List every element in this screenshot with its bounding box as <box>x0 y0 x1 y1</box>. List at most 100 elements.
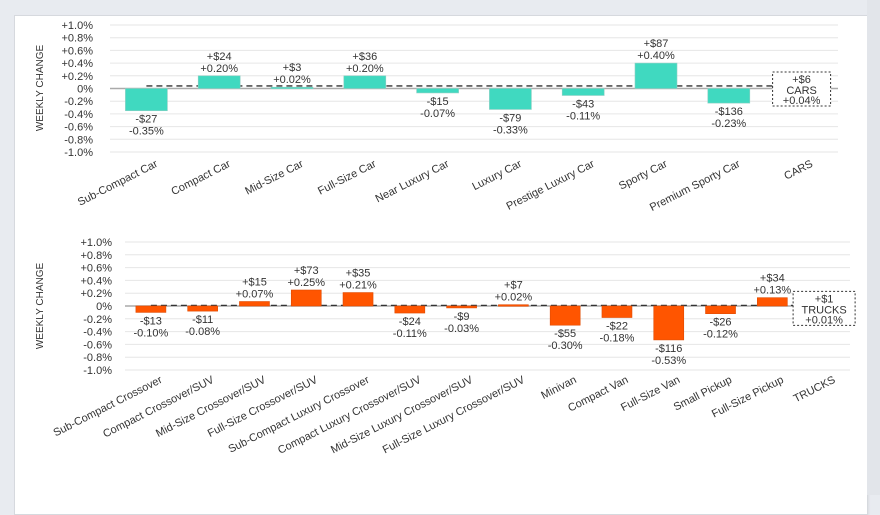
trucks-dollar-label: -$9 <box>454 311 470 323</box>
cars-bar <box>634 62 678 89</box>
trucks-chart: WEEKLY CHANGE +1.0%+0.8%+0.6%+0.4%+0.2%0… <box>35 237 856 457</box>
trucks-y-tick-label: +0.6% <box>81 263 113 275</box>
cars-category-label: Luxury Car <box>470 158 524 193</box>
trucks-y-tick-label: +0.8% <box>81 250 113 262</box>
cars-pct-label: -0.11% <box>566 110 600 122</box>
trucks-bar <box>757 297 788 307</box>
trucks-pct-label: +0.25% <box>287 277 325 289</box>
trucks-dollar-label: +$34 <box>760 273 785 285</box>
trucks-bar <box>705 305 736 314</box>
cars-dollar-label: -$43 <box>572 98 594 110</box>
trucks-pct-label: -0.12% <box>703 329 738 341</box>
trucks-dollar-label: +$35 <box>346 268 371 280</box>
trucks-dollar-label: -$116 <box>655 343 682 355</box>
cars-pct-label: -0.23% <box>711 118 746 130</box>
cars-y-tick-label: +0.8% <box>62 33 94 45</box>
cars-pct-label: -0.33% <box>493 124 528 136</box>
trucks-pct-label: -0.03% <box>444 323 479 335</box>
cars-dollar-label: -$136 <box>715 106 743 118</box>
cars-category-label: Mid-Size Car <box>243 158 305 198</box>
trucks-bar <box>135 305 167 313</box>
trucks-pct-label: -0.53% <box>651 355 686 367</box>
cars-bar <box>197 75 241 89</box>
cars-pct-label: +0.40% <box>637 50 675 62</box>
cars-category-label: Sub-Compact Car <box>76 158 160 209</box>
cars-total-name: CARS <box>786 85 817 97</box>
right-edge-strip <box>867 0 880 495</box>
trucks-y-tick-label: -1.0% <box>83 365 112 377</box>
trucks-y-tick-label: -0.8% <box>83 352 112 364</box>
cars-total-pct: +0.04% <box>783 95 821 107</box>
trucks-y-tick-label: -0.6% <box>83 339 112 351</box>
trucks-total-name: TRUCKS <box>801 304 846 316</box>
cars-pct-label: -0.35% <box>129 126 164 138</box>
cars-bar <box>125 88 168 112</box>
cars-y-tick-label: 0% <box>77 84 93 96</box>
cars-y-axis-label: WEEKLY CHANGE <box>35 45 46 132</box>
cars-y-tick-label: -1.0% <box>64 147 93 159</box>
trucks-dollar-label: +$15 <box>242 277 267 289</box>
trucks-pct-label: +0.13% <box>754 285 792 297</box>
cars-pct-label: +0.20% <box>200 63 238 75</box>
cars-category-label: Near Luxury Car <box>374 158 452 205</box>
trucks-bar <box>290 289 322 307</box>
trucks-y-tick-label: +0.4% <box>81 275 113 287</box>
cars-y-tick-label: -0.2% <box>64 96 93 108</box>
trucks-total-pct: +0.01% <box>805 314 843 326</box>
trucks-dollar-label: +$73 <box>294 265 319 277</box>
cars-y-tick-label: +0.4% <box>62 58 94 70</box>
cars-y-tick-label: -0.8% <box>64 134 93 146</box>
cars-bar <box>416 88 459 94</box>
trucks-bar <box>549 305 581 326</box>
trucks-y-tick-label: -0.2% <box>83 314 112 326</box>
cars-bar <box>561 88 605 96</box>
cars-bar <box>270 86 314 90</box>
trucks-dollar-label: -$55 <box>554 328 576 340</box>
trucks-category-label: TRUCKS <box>792 374 838 405</box>
cars-dollar-label: +$36 <box>352 51 377 63</box>
cars-y-tick-label: -0.6% <box>64 122 93 134</box>
cars-category-label: CARS <box>782 158 815 183</box>
cars-bar <box>707 88 751 104</box>
cars-bar <box>489 88 532 110</box>
trucks-y-tick-label: 0% <box>96 301 112 313</box>
cars-chart: WEEKLY CHANGE +1.0%+0.8%+0.6%+0.4%+0.2%0… <box>35 20 838 214</box>
trucks-y-tick-label: +1.0% <box>81 237 113 249</box>
cars-category-label: Sporty Car <box>617 158 670 193</box>
trucks-y-tick-label: +0.2% <box>81 288 113 300</box>
trucks-pct-label: -0.10% <box>133 327 168 339</box>
cars-y-tick-label: +0.2% <box>62 71 94 83</box>
cars-dollar-label: -$27 <box>135 114 157 126</box>
trucks-dollar-label: -$11 <box>192 314 213 326</box>
cars-pct-label: +0.20% <box>346 63 384 75</box>
cars-dollar-label: +$87 <box>644 38 669 50</box>
cars-dollar-label: +$3 <box>283 62 302 74</box>
trucks-category-label: Minivan <box>539 374 578 402</box>
trucks-bar <box>187 305 218 312</box>
trucks-bar <box>239 301 270 307</box>
cars-total-box <box>772 71 832 107</box>
trucks-pct-label: +0.02% <box>495 292 533 304</box>
trucks-dollar-label: -$26 <box>710 317 732 329</box>
cars-category-label: Compact Car <box>169 158 232 198</box>
cars-bar <box>343 75 387 89</box>
charts-svg: WEEKLY CHANGE +1.0%+0.8%+0.6%+0.4%+0.2%0… <box>35 20 856 457</box>
cars-y-tick-label: +1.0% <box>62 20 94 32</box>
trucks-dollar-label: -$24 <box>399 316 421 328</box>
cars-category-label: Full-Size Car <box>316 158 378 198</box>
trucks-pct-label: -0.18% <box>600 333 635 345</box>
cars-y-tick-label: -0.4% <box>64 109 93 121</box>
cars-pct-label: +0.02% <box>273 74 311 86</box>
trucks-category-label: Full-Size Van <box>619 374 682 414</box>
trucks-dollar-label: -$22 <box>606 321 628 333</box>
trucks-pct-label: -0.08% <box>185 326 220 338</box>
cars-y-tick-label: +0.6% <box>62 45 94 57</box>
trucks-y-tick-label: -0.4% <box>83 327 112 339</box>
trucks-total-box <box>792 290 856 326</box>
cars-dollar-label: -$79 <box>499 112 521 124</box>
trucks-total-dollar: +$1 <box>815 293 834 305</box>
trucks-pct-label: -0.11% <box>393 328 427 340</box>
cars-dollar-label: +$24 <box>207 51 232 63</box>
trucks-bar <box>653 305 685 341</box>
trucks-y-axis-label: WEEKLY CHANGE <box>35 263 46 350</box>
